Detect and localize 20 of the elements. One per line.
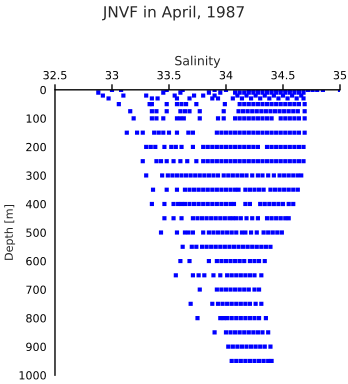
y-tick-label: 100 <box>26 114 46 123</box>
y-tick-label: 700 <box>26 286 46 294</box>
y-tick-label: 900 <box>26 342 46 352</box>
y-tick-label: 400 <box>26 200 46 208</box>
y-tick-label: 800 <box>26 314 46 322</box>
x-tick-label: 33.5 <box>157 70 180 80</box>
x-axis-title: Salinity <box>175 56 220 68</box>
y-tick-label: 300 <box>26 171 46 180</box>
y-tick-label: 500 <box>26 228 46 237</box>
y-tick-label: 0 <box>40 86 46 94</box>
y-tick-label: 600 <box>26 257 46 266</box>
y-tick-label: 1000 <box>20 371 46 380</box>
x-tick-label: 32.5 <box>43 70 66 80</box>
x-tick-label: 34 <box>220 70 232 80</box>
x-tick-label: 33 <box>106 70 118 80</box>
y-axis-title: Depth [m] <box>4 205 16 260</box>
y-tick-label: 200 <box>26 142 46 152</box>
x-tick-label: 35 <box>334 70 346 80</box>
x-tick-label: 34.5 <box>271 70 294 80</box>
chart-title: JNVF in April, 1987 <box>102 6 244 21</box>
